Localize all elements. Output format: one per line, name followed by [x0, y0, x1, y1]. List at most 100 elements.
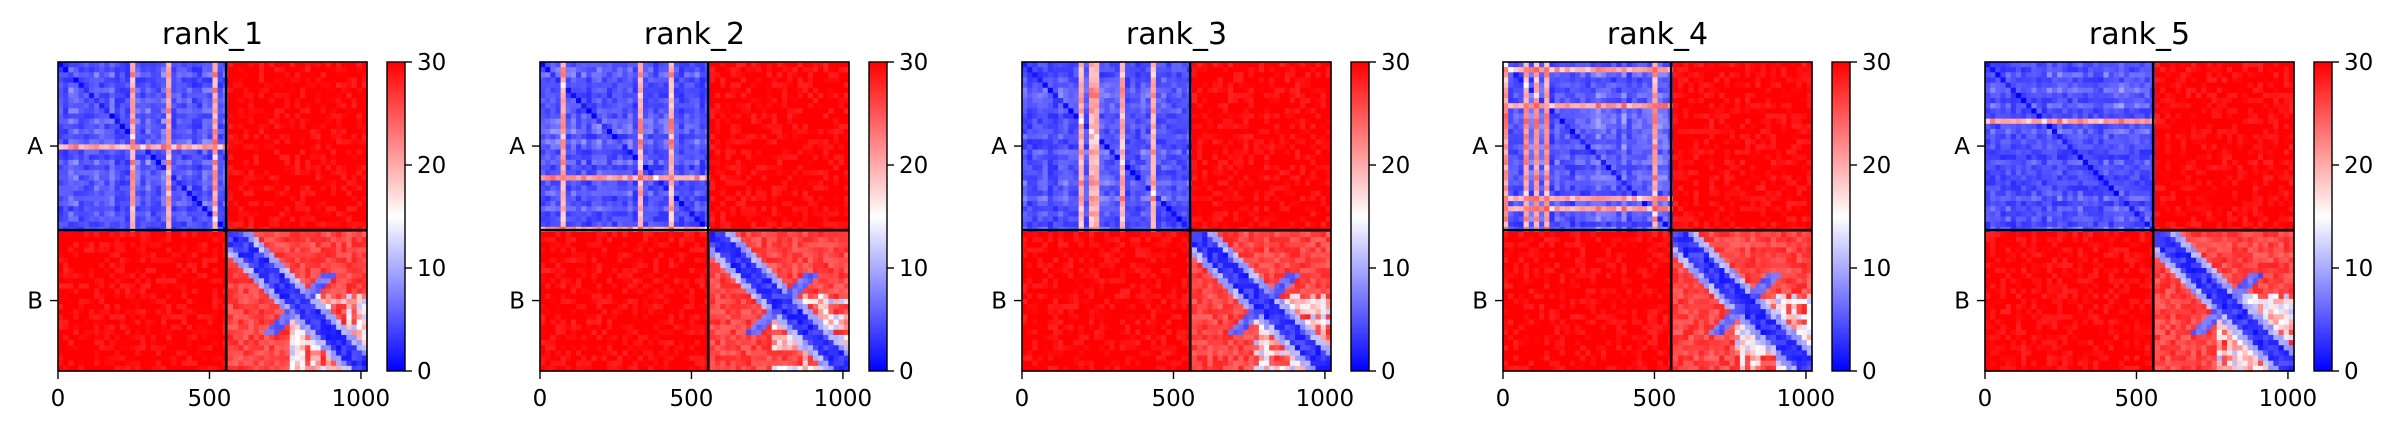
heatmap-cell — [73, 211, 80, 218]
heatmap-cell — [315, 92, 322, 99]
heatmap-cell — [330, 62, 337, 68]
heatmap-cell — [289, 211, 296, 218]
heatmap-cell — [310, 216, 317, 223]
heatmap-cell — [622, 92, 629, 99]
heatmap-cell — [253, 257, 260, 264]
heatmap-cell — [99, 180, 105, 187]
heatmap-cell — [673, 87, 680, 94]
heatmap-cell — [591, 123, 598, 130]
heatmap-cell — [145, 334, 152, 341]
heatmap-cell — [336, 268, 342, 274]
heatmap-cell — [586, 62, 593, 68]
heatmap-cell — [330, 304, 337, 310]
heatmap-cell — [730, 123, 737, 130]
heatmap-cell — [78, 98, 85, 104]
heatmap-cell — [330, 128, 337, 135]
heatmap-cell — [207, 340, 214, 346]
heatmap-cell — [325, 283, 332, 290]
heatmap-cell — [325, 340, 332, 346]
heatmap-cell — [197, 98, 203, 104]
heatmap-cell — [166, 221, 172, 228]
heatmap-cell — [560, 149, 567, 156]
heatmap-cell — [166, 82, 172, 89]
heatmap-cell — [330, 211, 337, 218]
heatmap-cell — [248, 113, 255, 120]
heatmap-cell — [361, 128, 368, 135]
heatmap-cell — [161, 82, 167, 89]
heatmap-cell — [202, 128, 208, 135]
heatmap-cell — [294, 154, 301, 161]
heatmap-cell — [202, 216, 208, 223]
heatmap-cell — [176, 211, 183, 218]
heatmap-cell — [109, 139, 116, 145]
heatmap-cell — [99, 170, 105, 176]
heatmap-cell — [740, 175, 747, 182]
heatmap-cell — [150, 329, 157, 336]
heatmap-cell — [258, 283, 265, 290]
heatmap-cell — [766, 77, 773, 84]
heatmap-cell — [78, 237, 85, 243]
heatmap-cell — [227, 273, 234, 279]
heatmap-cell — [202, 314, 208, 321]
heatmap-cell — [622, 113, 629, 120]
heatmap-cell — [104, 262, 111, 269]
heatmap-cell — [663, 103, 670, 109]
heatmap-cell — [238, 103, 244, 109]
heatmap-cell — [545, 139, 551, 145]
heatmap-cell — [83, 144, 90, 151]
heatmap-cell — [361, 195, 368, 202]
heatmap-cell — [253, 309, 260, 315]
heatmap-cell — [622, 149, 629, 156]
heatmap-cell — [227, 144, 234, 151]
heatmap-cell — [88, 128, 95, 135]
heatmap-cell — [264, 180, 270, 187]
heatmap-cell — [761, 92, 768, 99]
heatmap-cell — [243, 180, 250, 187]
heatmap-cell — [818, 128, 824, 135]
heatmap-cell — [258, 252, 265, 259]
heatmap-cell — [689, 87, 696, 94]
heatmap-cell — [310, 360, 317, 367]
heatmap-cell — [658, 103, 665, 109]
heatmap-cell — [315, 283, 322, 290]
heatmap-cell — [828, 77, 835, 84]
x-tick-label: 500 — [188, 386, 232, 412]
heatmap-cell — [279, 365, 286, 372]
heatmap-cell — [315, 211, 322, 218]
heatmap-cell — [838, 72, 845, 79]
heatmap-cell — [356, 175, 363, 182]
heatmap-cell — [269, 118, 275, 125]
heatmap-cell — [751, 175, 757, 182]
heatmap-cell — [150, 273, 157, 279]
heatmap-cell — [140, 123, 147, 130]
heatmap-cell — [274, 128, 281, 135]
heatmap-cell — [356, 185, 363, 192]
heatmap-cell — [197, 288, 203, 295]
heatmap-cell — [78, 165, 85, 171]
heatmap-cell — [269, 77, 275, 84]
heatmap-cell — [601, 113, 608, 120]
heatmap-cell — [124, 72, 131, 79]
heatmap-cell — [715, 108, 721, 115]
heatmap-cell — [83, 175, 90, 182]
heatmap-cell — [119, 180, 126, 187]
heatmap-cell — [243, 365, 250, 372]
heatmap-cell — [233, 72, 239, 79]
heatmap-cell — [274, 67, 281, 73]
heatmap-cell — [637, 165, 644, 171]
heatmap-cell — [73, 98, 80, 104]
heatmap-cell — [305, 319, 311, 326]
heatmap-cell — [99, 309, 105, 315]
heatmap-cell — [746, 139, 752, 145]
heatmap-cell — [699, 113, 706, 120]
heatmap-cell — [135, 206, 141, 212]
heatmap-cell — [570, 149, 577, 156]
heatmap-cell — [135, 149, 141, 156]
heatmap-cell — [233, 139, 239, 145]
heatmap-cell — [99, 195, 105, 202]
heatmap-cell — [797, 154, 804, 161]
heatmap-cell — [73, 355, 80, 362]
heatmap-cell — [202, 175, 208, 182]
heatmap-cell — [176, 185, 183, 192]
heatmap-cell — [294, 257, 301, 264]
